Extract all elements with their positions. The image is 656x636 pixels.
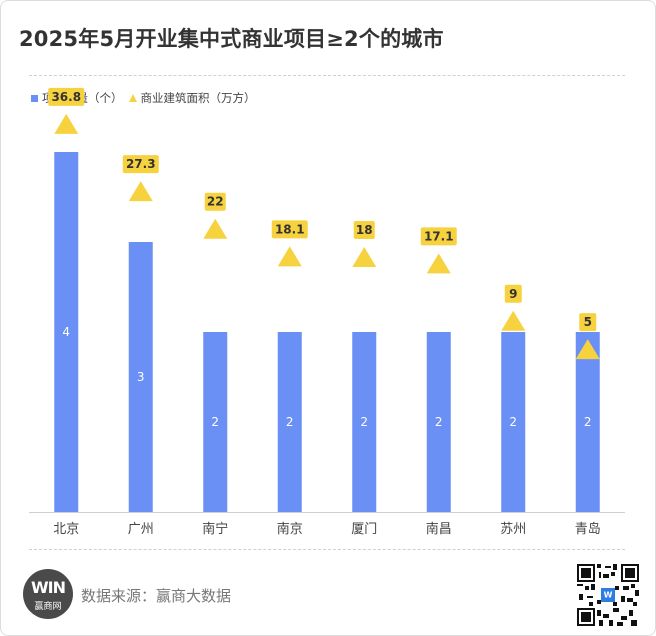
bar-value-label: 2 [509,415,517,429]
bar-value-label: 2 [584,415,592,429]
area-value-label: 18 [356,223,373,237]
x-tick-label: 南宁 [202,521,228,537]
x-tick-label: 青岛 [575,521,601,537]
triangle-marker [54,113,79,134]
triangle-marker [128,181,153,202]
area-label-box [271,220,308,239]
x-tick-label: 南京 [277,521,303,537]
bar-0 [54,152,79,512]
chart-canvas: 4北京36.83广州27.32南宁222南京18.12厦门182南昌17.12苏… [29,87,625,537]
area-label-box [48,87,85,106]
legend-triangle-swatch [128,94,137,102]
bar-6 [501,332,526,512]
area-label-box [353,221,375,240]
bar-value-label: 2 [211,415,219,429]
qr-code-icon: W [577,564,639,626]
bar-2 [203,332,228,512]
logo-mark: WIN [31,578,66,597]
area-value-label: 17.1 [424,229,454,243]
logo-text: 赢商网 [34,602,62,612]
triangle-marker [501,310,526,331]
area-value-label: 18.1 [275,222,305,236]
data-source: 数据来源：赢商大数据 [81,587,232,605]
svg-text:W: W [604,591,613,600]
area-value-label: 22 [207,195,224,209]
triangle-marker [575,339,600,360]
legend-triangle-label: 商业建筑面积（万方） [140,91,256,105]
divider-bottom [29,549,625,550]
area-label-box [204,192,226,211]
bar-3 [277,332,302,512]
bar-value-label: 3 [137,370,145,384]
triangle-marker [352,247,377,268]
x-tick-label: 苏州 [500,521,526,537]
triangle-marker [277,246,302,267]
x-tick-label: 广州 [128,522,154,537]
chart-title: 2025年5月开业集中式商业项目≥2个的城市 [19,27,444,51]
legend-bar-swatch [31,94,38,102]
divider-top [29,75,625,76]
bar-1 [128,242,153,512]
triangle-marker [203,218,228,239]
area-label-box [122,155,159,174]
x-tick-label: 厦门 [351,522,377,537]
bar-value-label: 4 [62,325,70,339]
area-value-label: 36.8 [51,90,81,104]
area-value-label: 9 [509,287,517,301]
area-label-box [579,313,597,332]
area-value-label: 27.3 [126,157,156,171]
winshang-logo: WIN 赢商网 [23,569,73,619]
bar-7 [575,332,600,512]
triangle-marker [426,253,451,274]
bar-4 [352,332,377,512]
area-value-label: 5 [584,315,592,329]
area-label-box [504,284,522,303]
bar-value-label: 2 [286,415,294,429]
bar-5 [426,332,451,512]
bar-value-label: 2 [360,415,368,429]
x-tick-label: 南昌 [426,521,452,537]
bar-value-label: 2 [435,415,443,429]
area-label-box [420,227,457,246]
x-tick-label: 北京 [53,522,79,537]
